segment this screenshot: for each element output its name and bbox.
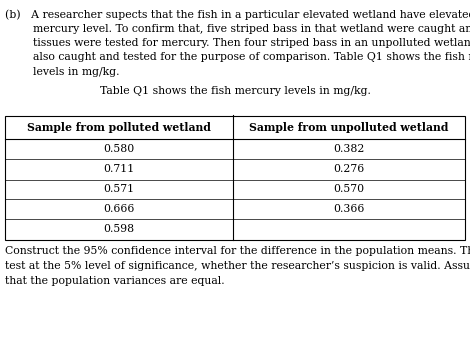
Text: that the population variances are equal.: that the population variances are equal. xyxy=(5,276,225,286)
Text: test at the 5% level of significance, whether the researcher’s suspicion is vali: test at the 5% level of significance, wh… xyxy=(5,261,470,271)
Text: 0.570: 0.570 xyxy=(333,185,365,195)
Text: Sample from polluted wetland: Sample from polluted wetland xyxy=(27,122,211,133)
Text: (b)   A researcher supects that the fish in a particular elevated wetland have e: (b) A researcher supects that the fish i… xyxy=(5,9,470,19)
Text: Sample from unpolluted wetland: Sample from unpolluted wetland xyxy=(249,122,449,133)
Text: 0.666: 0.666 xyxy=(103,204,135,214)
Text: 0.366: 0.366 xyxy=(333,204,365,214)
Text: 0.598: 0.598 xyxy=(103,225,134,235)
Text: Construct the 95% confidence interval for the difference in the population means: Construct the 95% confidence interval fo… xyxy=(5,246,470,256)
Text: mercury level. To confirm that, five striped bass in that wetland were caught an: mercury level. To confirm that, five str… xyxy=(5,24,470,34)
Text: 0.711: 0.711 xyxy=(103,164,134,175)
Text: also caught and tested for the purpose of comparison. Table Q1 shows the fish me: also caught and tested for the purpose o… xyxy=(5,52,470,62)
Text: Table Q1 shows the fish mercury levels in mg/kg.: Table Q1 shows the fish mercury levels i… xyxy=(100,85,370,95)
Text: 0.580: 0.580 xyxy=(103,144,134,154)
Text: tissues were tested for mercury. Then four striped bass in an unpolluted wetland: tissues were tested for mercury. Then fo… xyxy=(5,38,470,48)
Text: 0.571: 0.571 xyxy=(103,185,134,195)
Text: 0.276: 0.276 xyxy=(333,164,365,175)
Text: levels in mg/kg.: levels in mg/kg. xyxy=(5,67,119,77)
Text: 0.382: 0.382 xyxy=(333,144,365,154)
